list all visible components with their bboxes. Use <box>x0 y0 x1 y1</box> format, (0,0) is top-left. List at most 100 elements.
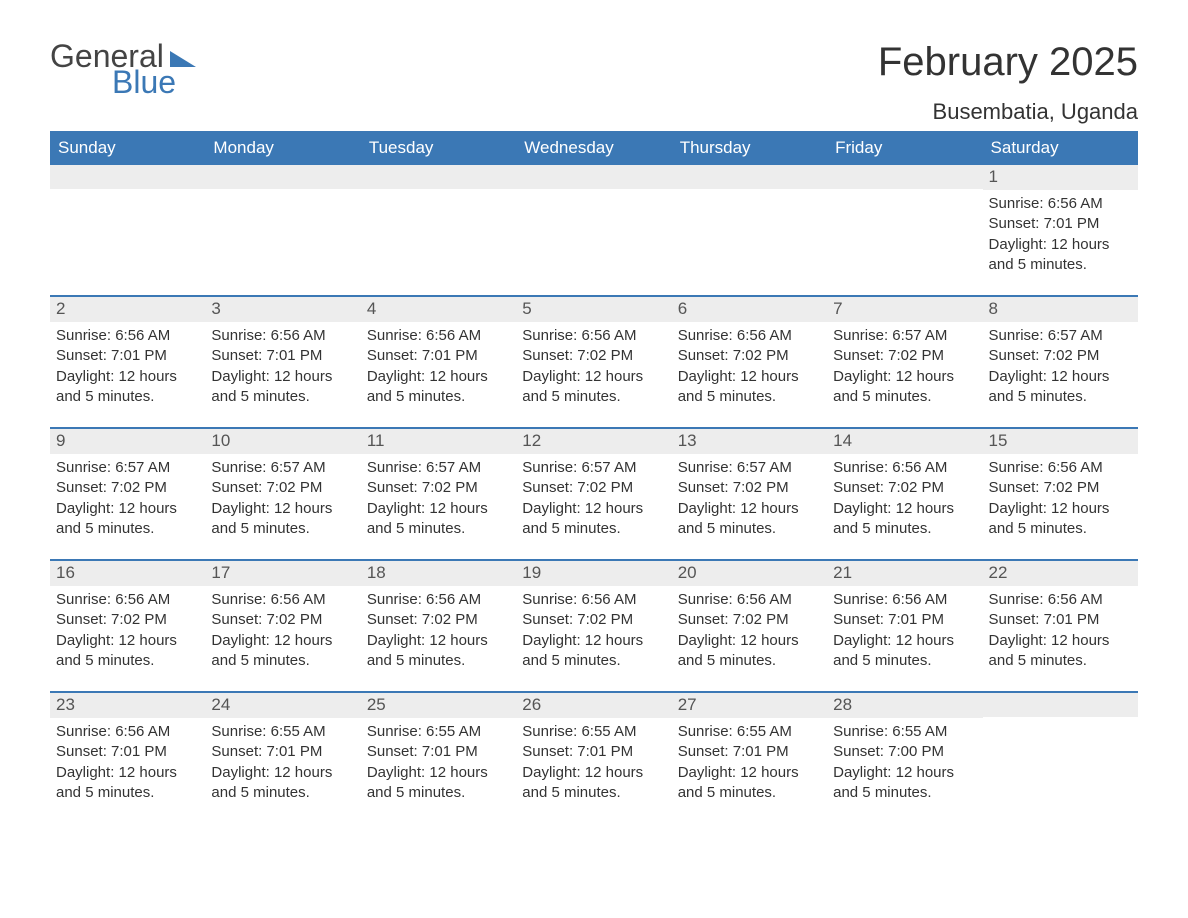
day-details: Sunrise: 6:55 AMSunset: 7:00 PMDaylight:… <box>827 718 982 813</box>
day-number: 14 <box>827 429 982 454</box>
day-details: Sunrise: 6:55 AMSunset: 7:01 PMDaylight:… <box>516 718 671 813</box>
calendar: Sunday Monday Tuesday Wednesday Thursday… <box>50 131 1138 823</box>
sunset-text: Sunset: 7:02 PM <box>678 610 821 630</box>
day-number: 10 <box>205 429 360 454</box>
weekday-header: Monday <box>205 131 360 165</box>
sunset-text: Sunset: 7:01 PM <box>211 346 354 366</box>
day-details: Sunrise: 6:56 AMSunset: 7:02 PMDaylight:… <box>361 586 516 681</box>
calendar-week: 2Sunrise: 6:56 AMSunset: 7:01 PMDaylight… <box>50 295 1138 427</box>
day-number: 17 <box>205 561 360 586</box>
calendar-day-cell: 13Sunrise: 6:57 AMSunset: 7:02 PMDayligh… <box>672 429 827 559</box>
calendar-day-cell: 19Sunrise: 6:56 AMSunset: 7:02 PMDayligh… <box>516 561 671 691</box>
daylight-text: Daylight: 12 hours and 5 minutes. <box>56 499 199 540</box>
calendar-day-cell: 15Sunrise: 6:56 AMSunset: 7:02 PMDayligh… <box>983 429 1138 559</box>
calendar-day-cell: 28Sunrise: 6:55 AMSunset: 7:00 PMDayligh… <box>827 693 982 823</box>
calendar-week: 1Sunrise: 6:56 AMSunset: 7:01 PMDaylight… <box>50 165 1138 295</box>
calendar-day-cell: 1Sunrise: 6:56 AMSunset: 7:01 PMDaylight… <box>983 165 1138 295</box>
sunset-text: Sunset: 7:01 PM <box>367 742 510 762</box>
sunset-text: Sunset: 7:02 PM <box>833 478 976 498</box>
day-number: 26 <box>516 693 671 718</box>
calendar-day-cell: 2Sunrise: 6:56 AMSunset: 7:01 PMDaylight… <box>50 297 205 427</box>
daylight-text: Daylight: 12 hours and 5 minutes. <box>367 763 510 804</box>
daylight-text: Daylight: 12 hours and 5 minutes. <box>522 763 665 804</box>
calendar-day-cell <box>361 165 516 295</box>
daylight-text: Daylight: 12 hours and 5 minutes. <box>56 631 199 672</box>
sunrise-text: Sunrise: 6:57 AM <box>56 458 199 478</box>
calendar-body: 1Sunrise: 6:56 AMSunset: 7:01 PMDaylight… <box>50 165 1138 823</box>
sunrise-text: Sunrise: 6:56 AM <box>989 194 1132 214</box>
daylight-text: Daylight: 12 hours and 5 minutes. <box>367 499 510 540</box>
daylight-text: Daylight: 12 hours and 5 minutes. <box>989 235 1132 276</box>
location-subtitle: Busembatia, Uganda <box>878 99 1138 125</box>
calendar-day-cell: 24Sunrise: 6:55 AMSunset: 7:01 PMDayligh… <box>205 693 360 823</box>
sunrise-text: Sunrise: 6:56 AM <box>833 458 976 478</box>
sunrise-text: Sunrise: 6:56 AM <box>56 326 199 346</box>
day-number: 21 <box>827 561 982 586</box>
day-details: Sunrise: 6:57 AMSunset: 7:02 PMDaylight:… <box>983 322 1138 417</box>
daylight-text: Daylight: 12 hours and 5 minutes. <box>989 499 1132 540</box>
sunrise-text: Sunrise: 6:55 AM <box>367 722 510 742</box>
sunset-text: Sunset: 7:01 PM <box>833 610 976 630</box>
sunrise-text: Sunrise: 6:57 AM <box>522 458 665 478</box>
day-details: Sunrise: 6:56 AMSunset: 7:01 PMDaylight:… <box>827 586 982 681</box>
sunset-text: Sunset: 7:02 PM <box>522 610 665 630</box>
title-block: February 2025 Busembatia, Uganda <box>878 40 1138 125</box>
sunset-text: Sunset: 7:01 PM <box>989 214 1132 234</box>
sunrise-text: Sunrise: 6:57 AM <box>989 326 1132 346</box>
header: General Blue February 2025 Busembatia, U… <box>50 40 1138 125</box>
daylight-text: Daylight: 12 hours and 5 minutes. <box>833 367 976 408</box>
day-details: Sunrise: 6:55 AMSunset: 7:01 PMDaylight:… <box>672 718 827 813</box>
day-number: 24 <box>205 693 360 718</box>
day-number: 18 <box>361 561 516 586</box>
day-details: Sunrise: 6:55 AMSunset: 7:01 PMDaylight:… <box>205 718 360 813</box>
calendar-day-cell <box>50 165 205 295</box>
sunset-text: Sunset: 7:02 PM <box>367 610 510 630</box>
daylight-text: Daylight: 12 hours and 5 minutes. <box>211 499 354 540</box>
calendar-week: 16Sunrise: 6:56 AMSunset: 7:02 PMDayligh… <box>50 559 1138 691</box>
sunrise-text: Sunrise: 6:56 AM <box>211 590 354 610</box>
sunrise-text: Sunrise: 6:56 AM <box>211 326 354 346</box>
day-number: 19 <box>516 561 671 586</box>
day-number: 4 <box>361 297 516 322</box>
day-number <box>516 165 671 189</box>
daylight-text: Daylight: 12 hours and 5 minutes. <box>211 367 354 408</box>
day-details: Sunrise: 6:56 AMSunset: 7:02 PMDaylight:… <box>205 586 360 681</box>
day-number: 13 <box>672 429 827 454</box>
day-number: 25 <box>361 693 516 718</box>
daylight-text: Daylight: 12 hours and 5 minutes. <box>522 631 665 672</box>
sunset-text: Sunset: 7:02 PM <box>56 610 199 630</box>
sunrise-text: Sunrise: 6:56 AM <box>56 722 199 742</box>
day-details: Sunrise: 6:57 AMSunset: 7:02 PMDaylight:… <box>361 454 516 549</box>
sunset-text: Sunset: 7:01 PM <box>989 610 1132 630</box>
sunset-text: Sunset: 7:02 PM <box>522 478 665 498</box>
daylight-text: Daylight: 12 hours and 5 minutes. <box>678 367 821 408</box>
sunrise-text: Sunrise: 6:56 AM <box>522 326 665 346</box>
sunset-text: Sunset: 7:01 PM <box>367 346 510 366</box>
day-number <box>50 165 205 189</box>
day-details: Sunrise: 6:56 AMSunset: 7:01 PMDaylight:… <box>983 190 1138 285</box>
sunrise-text: Sunrise: 6:56 AM <box>678 326 821 346</box>
sunrise-text: Sunrise: 6:56 AM <box>367 326 510 346</box>
sunset-text: Sunset: 7:02 PM <box>211 478 354 498</box>
day-number: 11 <box>361 429 516 454</box>
page-title: February 2025 <box>878 40 1138 85</box>
day-details: Sunrise: 6:57 AMSunset: 7:02 PMDaylight:… <box>672 454 827 549</box>
day-number: 1 <box>983 165 1138 190</box>
calendar-day-cell: 27Sunrise: 6:55 AMSunset: 7:01 PMDayligh… <box>672 693 827 823</box>
daylight-text: Daylight: 12 hours and 5 minutes. <box>833 499 976 540</box>
sunset-text: Sunset: 7:02 PM <box>211 610 354 630</box>
calendar-day-cell: 18Sunrise: 6:56 AMSunset: 7:02 PMDayligh… <box>361 561 516 691</box>
calendar-day-cell: 9Sunrise: 6:57 AMSunset: 7:02 PMDaylight… <box>50 429 205 559</box>
calendar-day-cell <box>672 165 827 295</box>
calendar-day-cell: 10Sunrise: 6:57 AMSunset: 7:02 PMDayligh… <box>205 429 360 559</box>
sunset-text: Sunset: 7:01 PM <box>678 742 821 762</box>
day-details: Sunrise: 6:56 AMSunset: 7:02 PMDaylight:… <box>516 322 671 417</box>
sunset-text: Sunset: 7:01 PM <box>56 742 199 762</box>
day-number: 22 <box>983 561 1138 586</box>
calendar-day-cell <box>516 165 671 295</box>
sunset-text: Sunset: 7:02 PM <box>989 346 1132 366</box>
day-number: 3 <box>205 297 360 322</box>
day-number: 15 <box>983 429 1138 454</box>
day-number <box>361 165 516 189</box>
sunrise-text: Sunrise: 6:56 AM <box>989 590 1132 610</box>
